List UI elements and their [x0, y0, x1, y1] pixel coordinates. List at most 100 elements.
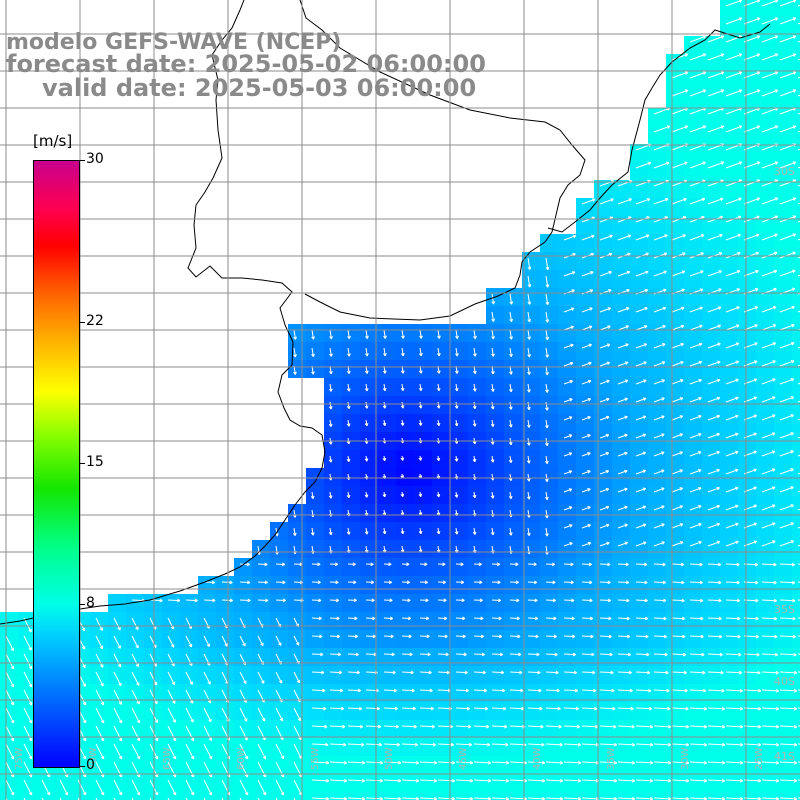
wind-arrow — [509, 401, 512, 410]
ocean-cell — [306, 342, 324, 360]
ocean-cell — [738, 540, 756, 558]
wind-arrow — [545, 689, 560, 692]
wind-arrow — [707, 89, 724, 97]
ocean-cell — [468, 684, 486, 702]
ocean-cell — [396, 414, 414, 432]
ocean-cell — [414, 522, 432, 540]
wind-arrow — [545, 527, 548, 537]
wind-arrow — [419, 653, 431, 656]
wind-arrow — [779, 432, 794, 439]
ocean-cell — [738, 378, 756, 396]
wind-arrow-head — [577, 778, 582, 782]
wind-arrow — [689, 89, 706, 97]
wind-arrow — [671, 180, 688, 187]
ocean-cell — [414, 342, 432, 360]
wind-arrow-head — [645, 616, 649, 620]
ocean-cell — [576, 576, 594, 594]
wind-arrow — [545, 329, 549, 340]
wind-arrow-head — [631, 778, 636, 782]
ocean-cell — [252, 702, 270, 720]
ocean-cell — [630, 396, 648, 414]
wind-arrow — [563, 416, 573, 421]
wind-arrow — [779, 360, 795, 367]
wind-arrow-head — [433, 778, 438, 782]
wind-arrow — [401, 689, 415, 692]
ocean-cell — [468, 666, 486, 684]
wind-arrow — [347, 329, 350, 339]
wind-arrow — [527, 671, 541, 674]
wind-arrow — [671, 234, 686, 241]
ocean-cell — [792, 162, 800, 180]
wind-arrow-head — [516, 616, 520, 619]
ocean-cell — [378, 648, 396, 666]
ocean-cell — [738, 522, 756, 540]
wind-arrow — [671, 671, 687, 674]
wind-arrow-head — [552, 598, 556, 601]
ocean-cell — [666, 648, 684, 666]
ocean-cell — [684, 234, 702, 252]
wind-arrow — [149, 635, 157, 648]
wind-arrow-head — [528, 460, 531, 464]
wind-arrow — [707, 487, 720, 493]
wind-arrow-head — [487, 778, 492, 782]
ocean-cell — [666, 792, 684, 800]
wind-arrow-head — [295, 336, 297, 340]
wind-arrow-head — [510, 371, 513, 375]
wind-arrow-head — [312, 371, 315, 375]
wind-arrow — [761, 17, 778, 25]
wind-arrow — [95, 743, 105, 760]
ocean-cell — [648, 702, 666, 720]
wind-arrow-head — [648, 688, 652, 692]
ocean-cell — [360, 378, 378, 396]
wind-arrow-head — [684, 688, 688, 692]
wind-arrow — [437, 653, 449, 656]
ocean-cell — [666, 360, 684, 378]
wind-arrow — [707, 451, 720, 457]
ocean-cell — [270, 540, 288, 558]
wind-arrow-head — [444, 616, 448, 619]
wind-arrow-head — [337, 634, 341, 637]
ocean-cell — [774, 702, 792, 720]
wind-arrow-head — [775, 760, 780, 764]
lat-label: 30S — [774, 165, 795, 178]
valid-date: valid date: 2025-05-03 06:00:00 — [42, 74, 477, 102]
ocean-cell — [18, 666, 36, 684]
ocean-cell — [756, 576, 774, 594]
wind-arrow — [473, 653, 485, 656]
wind-arrow-head — [505, 796, 510, 800]
wind-arrow-head — [330, 531, 333, 536]
ocean-cell — [432, 324, 450, 342]
wind-arrow — [527, 383, 530, 393]
ocean-cell — [666, 540, 684, 558]
wind-arrow — [689, 180, 706, 187]
wind-arrow-head — [667, 778, 672, 782]
ocean-cell — [252, 594, 270, 612]
wind-arrow — [725, 433, 739, 439]
ocean-cell — [558, 720, 576, 738]
wind-arrow — [347, 761, 365, 764]
wind-arrow — [743, 197, 760, 205]
wind-arrow — [743, 35, 760, 43]
wind-arrow-head — [501, 670, 505, 674]
ocean-cell — [774, 558, 792, 576]
ocean-cell — [702, 72, 720, 90]
wind-arrow — [707, 35, 724, 43]
ocean-cell — [432, 342, 450, 360]
wind-arrow — [617, 379, 628, 385]
ocean-cell — [108, 630, 126, 648]
wind-arrow — [761, 107, 778, 115]
ocean-cell — [702, 216, 720, 234]
wind-arrow-head — [681, 616, 685, 620]
wind-arrow-head — [539, 706, 543, 710]
wind-arrow-head — [426, 634, 430, 637]
ocean-cell — [468, 720, 486, 738]
wind-arrow-head — [528, 532, 531, 536]
ocean-cell — [720, 342, 738, 360]
wind-arrow — [725, 342, 739, 349]
ocean-cell — [702, 540, 720, 558]
ocean-cell — [360, 342, 378, 360]
ocean-cell — [756, 144, 774, 162]
ocean-cell — [630, 666, 648, 684]
wind-arrow — [707, 324, 721, 331]
wind-arrow — [671, 451, 683, 457]
